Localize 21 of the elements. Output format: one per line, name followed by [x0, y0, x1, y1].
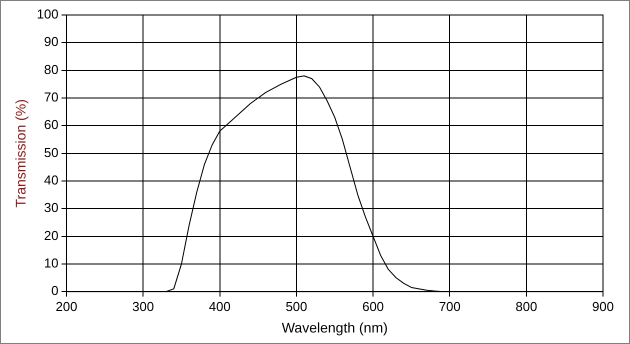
y-tick-label: 80: [44, 62, 58, 77]
y-tick-label: 90: [44, 34, 58, 50]
y-tick-label: 70: [44, 90, 58, 105]
x-tick-label: 300: [132, 298, 154, 314]
y-tick-label: 30: [44, 200, 58, 216]
x-tick-label: 400: [208, 298, 231, 314]
y-axis-title: Transmission (%): [12, 99, 28, 208]
x-tick-label: 500: [286, 298, 308, 314]
y-tick-label: 60: [44, 117, 58, 132]
y-tick-label: 20: [44, 228, 58, 243]
x-tick-label: 900: [592, 298, 614, 314]
y-tick-label: 100: [36, 6, 58, 22]
x-axis-title: Wavelength (nm): [282, 319, 388, 336]
x-tick-label: 200: [56, 298, 78, 314]
y-tick-label: 10: [44, 256, 58, 271]
y-tick-label: 40: [44, 172, 58, 188]
x-tick-label: 600: [362, 298, 384, 314]
x-tick-label: 700: [438, 298, 461, 314]
y-tick-label: 0: [51, 283, 58, 298]
x-tick-label: 800: [516, 298, 538, 314]
y-tick-label: 50: [44, 144, 58, 160]
